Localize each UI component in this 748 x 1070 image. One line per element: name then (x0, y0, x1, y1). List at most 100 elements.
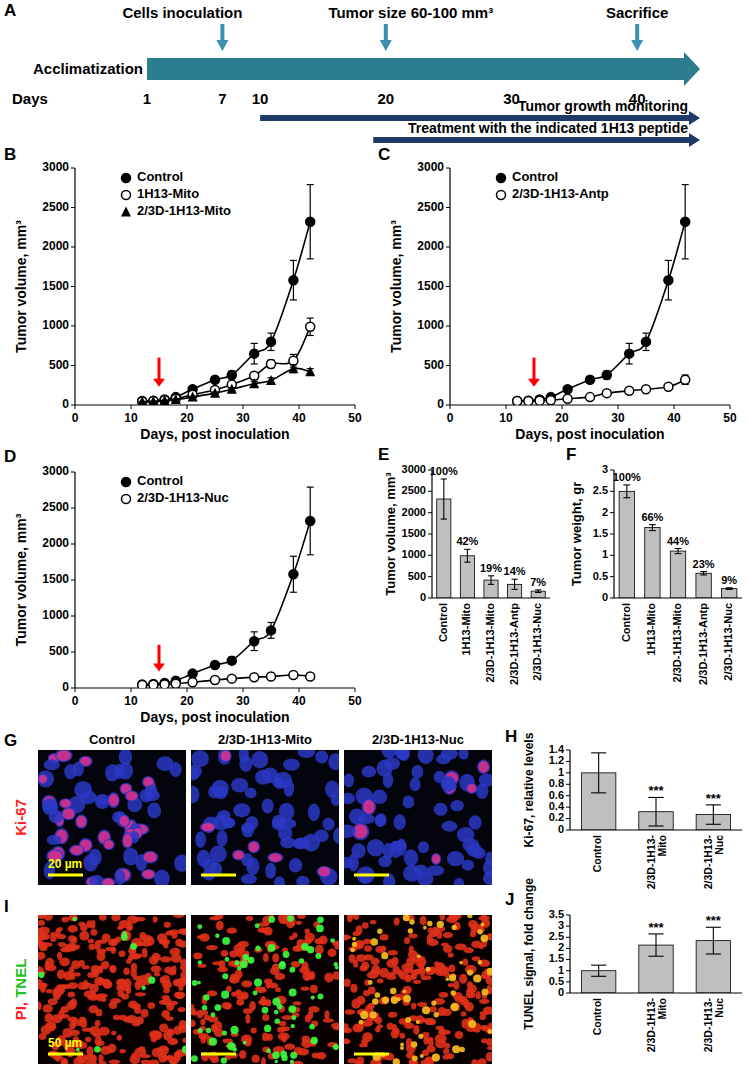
tunel-spot (468, 1020, 476, 1028)
plot-area (138, 487, 315, 688)
nucleus (45, 1013, 54, 1023)
series-line (142, 327, 310, 402)
nucleus (103, 839, 115, 850)
tunel-spot (291, 1015, 296, 1020)
nucleus (57, 952, 62, 960)
error-cap (726, 589, 733, 590)
category-label-line: Mito (656, 998, 668, 1020)
x-tick (299, 405, 300, 409)
legend-marker (122, 495, 131, 504)
category-label: Control (591, 835, 603, 872)
nucleus (377, 979, 384, 984)
marker (171, 394, 180, 403)
marker (188, 669, 197, 678)
nucleus (387, 1023, 395, 1030)
nucleus (448, 952, 454, 957)
nucleus (258, 999, 270, 1005)
tunel-spot (299, 958, 305, 964)
y-tick-label: 1.5 (593, 527, 608, 539)
nucleus (344, 1023, 349, 1032)
marker (524, 397, 533, 405)
legend-label: Control (137, 169, 183, 184)
y-axis-title: TUNEL signal, fold change (522, 878, 536, 1030)
nucleus (197, 964, 206, 968)
y-tick (566, 784, 570, 785)
nucleus (439, 1029, 451, 1035)
significance-label: *** (648, 920, 664, 935)
nucleus (56, 985, 64, 993)
tunel-spot (215, 934, 219, 938)
error-line (490, 576, 491, 585)
tunel-spot (334, 962, 338, 966)
nucleus (78, 960, 85, 967)
marker (563, 385, 572, 394)
x-tick (506, 405, 507, 409)
error-cap (591, 965, 606, 966)
x-axis (75, 404, 355, 405)
arrow-head (528, 379, 540, 387)
tunel-spot (266, 1049, 271, 1054)
ki67-nucleus (60, 799, 71, 807)
y-tick (71, 472, 75, 473)
panel-label: G (4, 731, 17, 750)
y-tick-label: 2.5 (549, 930, 564, 942)
tunel-spot (268, 944, 276, 952)
micrograph-ground (38, 750, 186, 885)
nucleus (148, 1060, 159, 1064)
error-cap (626, 343, 633, 344)
nucleus (38, 920, 45, 926)
y-tick (566, 818, 570, 819)
x-axis (450, 404, 730, 405)
nucleus (200, 1035, 206, 1044)
nucleus (200, 822, 216, 832)
nucleus (179, 941, 186, 948)
nucleus (221, 950, 228, 957)
y-tick-label: 2000 (42, 239, 69, 253)
x-tick-label: 0 (447, 411, 454, 425)
y-tick (446, 286, 450, 287)
scale-bar (354, 874, 389, 877)
nucleus (66, 1002, 75, 1011)
nucleus (344, 824, 356, 838)
nucleus (364, 945, 372, 951)
tunel-spot (426, 967, 431, 972)
y-tick (71, 688, 75, 689)
significance-label: *** (648, 783, 664, 798)
x-tick-label: 10 (124, 694, 138, 708)
nucleus (129, 953, 139, 959)
nucleus (344, 935, 348, 941)
tunel-spot (350, 948, 355, 953)
nucleus (267, 853, 283, 863)
nucleus (432, 927, 439, 937)
legend-marker (122, 174, 131, 183)
error-line (626, 485, 627, 498)
tunel-spot (487, 1029, 492, 1034)
period-label: Treatment with the indicated 1H13 peptid… (408, 120, 688, 136)
nucleus (413, 980, 421, 984)
nucleus (193, 952, 202, 959)
error-cap (268, 638, 275, 639)
nucleus (451, 915, 462, 920)
tunel-spot (477, 929, 482, 934)
nucleus (367, 839, 385, 857)
bar (531, 591, 545, 598)
ki67-nucleus (249, 842, 259, 852)
tunel-spot (222, 1030, 227, 1035)
marker (642, 385, 651, 394)
nucleus (353, 931, 361, 936)
y-axis-title: Tumor weight, gr (569, 482, 584, 586)
tunel-spot (255, 923, 260, 928)
nucleus (281, 1035, 286, 1043)
nucleus (404, 1022, 414, 1029)
nucleus (425, 967, 435, 975)
nucleus (122, 832, 133, 849)
nucleus (141, 1009, 149, 1018)
nucleus (59, 798, 72, 808)
nucleus (239, 1050, 246, 1059)
tunel-spot (253, 991, 258, 996)
error-cap (706, 953, 721, 954)
tunel-spot (235, 960, 240, 965)
nucleus (431, 853, 441, 865)
nucleus (101, 961, 110, 969)
error-bar (441, 479, 447, 519)
